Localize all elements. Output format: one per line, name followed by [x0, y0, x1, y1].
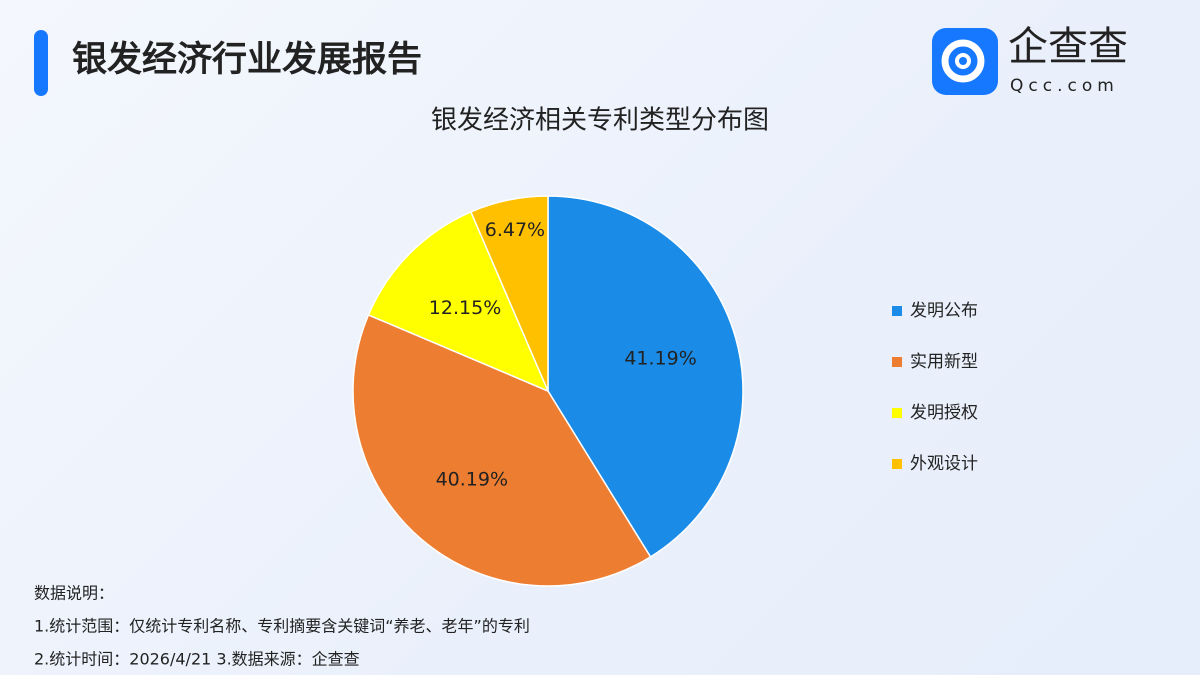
data-label: 12.15%: [429, 297, 501, 319]
legend-label: 发明授权: [910, 403, 978, 423]
header-bar: [34, 30, 48, 96]
data-label: 40.19%: [436, 468, 508, 490]
note: 数据说明：: [34, 584, 114, 603]
logo-mark: [955, 53, 971, 69]
legend-swatch: [892, 408, 902, 418]
logo-mark: [941, 39, 985, 83]
data-label: 41.19%: [624, 348, 696, 370]
data-label: 6.47%: [485, 219, 545, 241]
note: 2.统计时间：2026/4/21 3.数据来源：企查查: [34, 650, 360, 669]
legend-label: 发明公布: [910, 301, 978, 321]
pie-slice: [469, 195, 549, 392]
legend-swatch: [892, 459, 902, 469]
pie-slice: [547, 195, 744, 558]
legend-label: 实用新型: [910, 352, 978, 372]
chart-title: 银发经济相关专利类型分布图: [431, 106, 769, 136]
legend-label: 外观设计: [910, 454, 978, 474]
logo-name: 企查查: [1008, 24, 1128, 70]
logo-icon: [932, 28, 998, 95]
legend-swatch: [892, 357, 902, 367]
logo-domain: Qcc.com: [1010, 76, 1119, 96]
note: 1.统计范围：仅统计专利名称、专利摘要含关键词“养老、老年”的专利: [34, 617, 530, 636]
page-title: 银发经济行业发展报告: [72, 40, 422, 80]
pie-slice: [367, 210, 550, 393]
pie-slice: [352, 313, 652, 587]
legend-swatch: [892, 306, 902, 316]
